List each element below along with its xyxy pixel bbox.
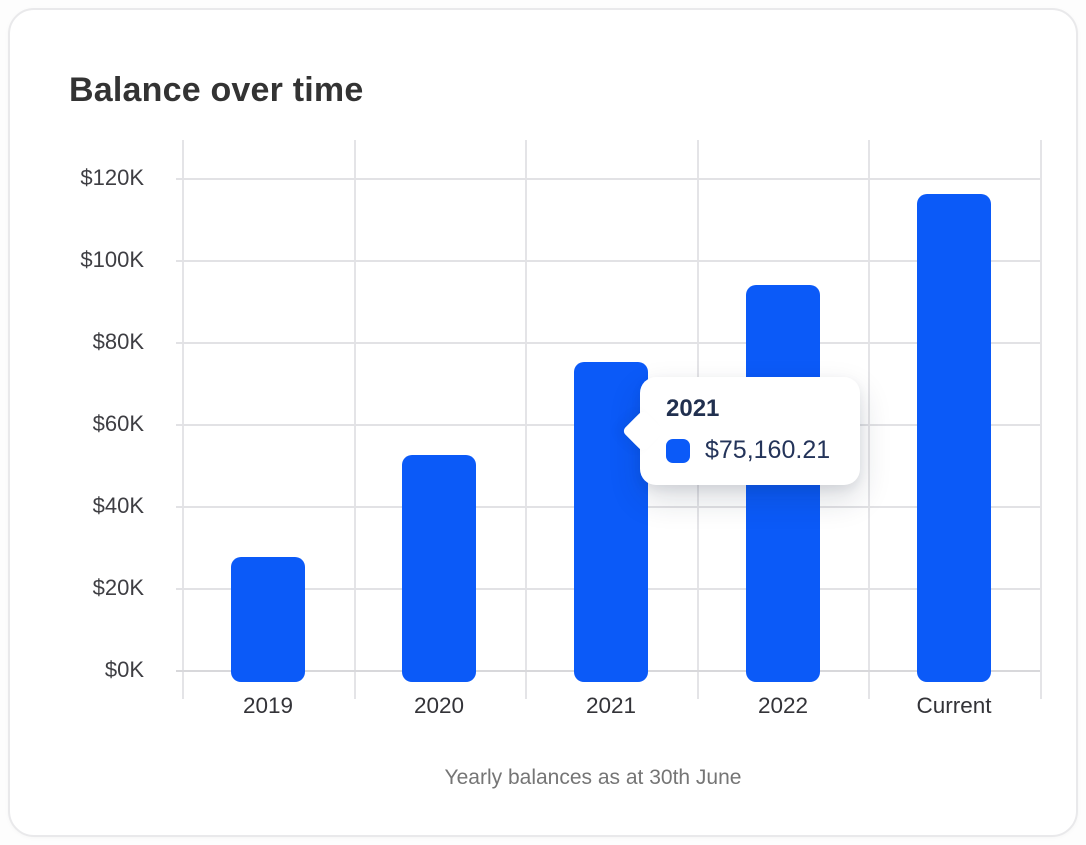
tooltip-row: $75,160.21 [666,436,830,465]
bar-2021[interactable] [574,362,648,682]
y-axis-tick-label: $80K [92,329,144,354]
tooltip-2021: 2021 $75,160.21 [621,377,861,485]
bar-current[interactable] [917,194,991,682]
series-swatch-icon [666,438,690,463]
v-gridline [1040,140,1042,699]
h-gridline [176,260,1040,262]
plot-area [176,140,1042,699]
y-axis-tick-label: $60K [92,411,144,436]
page-title: Balance over time [69,71,364,109]
x-axis-category-label: 2019 [242,693,294,718]
y-axis-tick-label: $40K [92,493,144,518]
bar-2020[interactable] [402,455,476,682]
y-axis-tick-label: $120K [80,165,144,190]
v-gridline [868,140,870,699]
x-axis-category-label: 2022 [757,693,809,718]
v-gridline [525,140,527,699]
y-axis-tick-label: $100K [80,247,144,272]
x-axis-category-label: 2021 [585,693,637,718]
h-gridline [176,178,1040,180]
v-gridline [182,140,184,699]
chart-caption: Yearly balances as at 30th June [444,766,742,789]
balance-chart-card: Balance over time 2021 $75,160.21 Yearly… [8,8,1078,837]
x-axis-category-label: Current [916,693,992,718]
x-axis-category-label: 2020 [413,693,465,718]
tooltip-value: $75,160.21 [705,436,831,464]
y-axis-tick-label: $0K [104,657,144,682]
v-gridline [354,140,356,699]
h-gridline [176,342,1040,344]
y-axis-tick-label: $20K [92,575,144,600]
tooltip-title: 2021 [666,395,720,422]
bar-2019[interactable] [231,557,305,682]
